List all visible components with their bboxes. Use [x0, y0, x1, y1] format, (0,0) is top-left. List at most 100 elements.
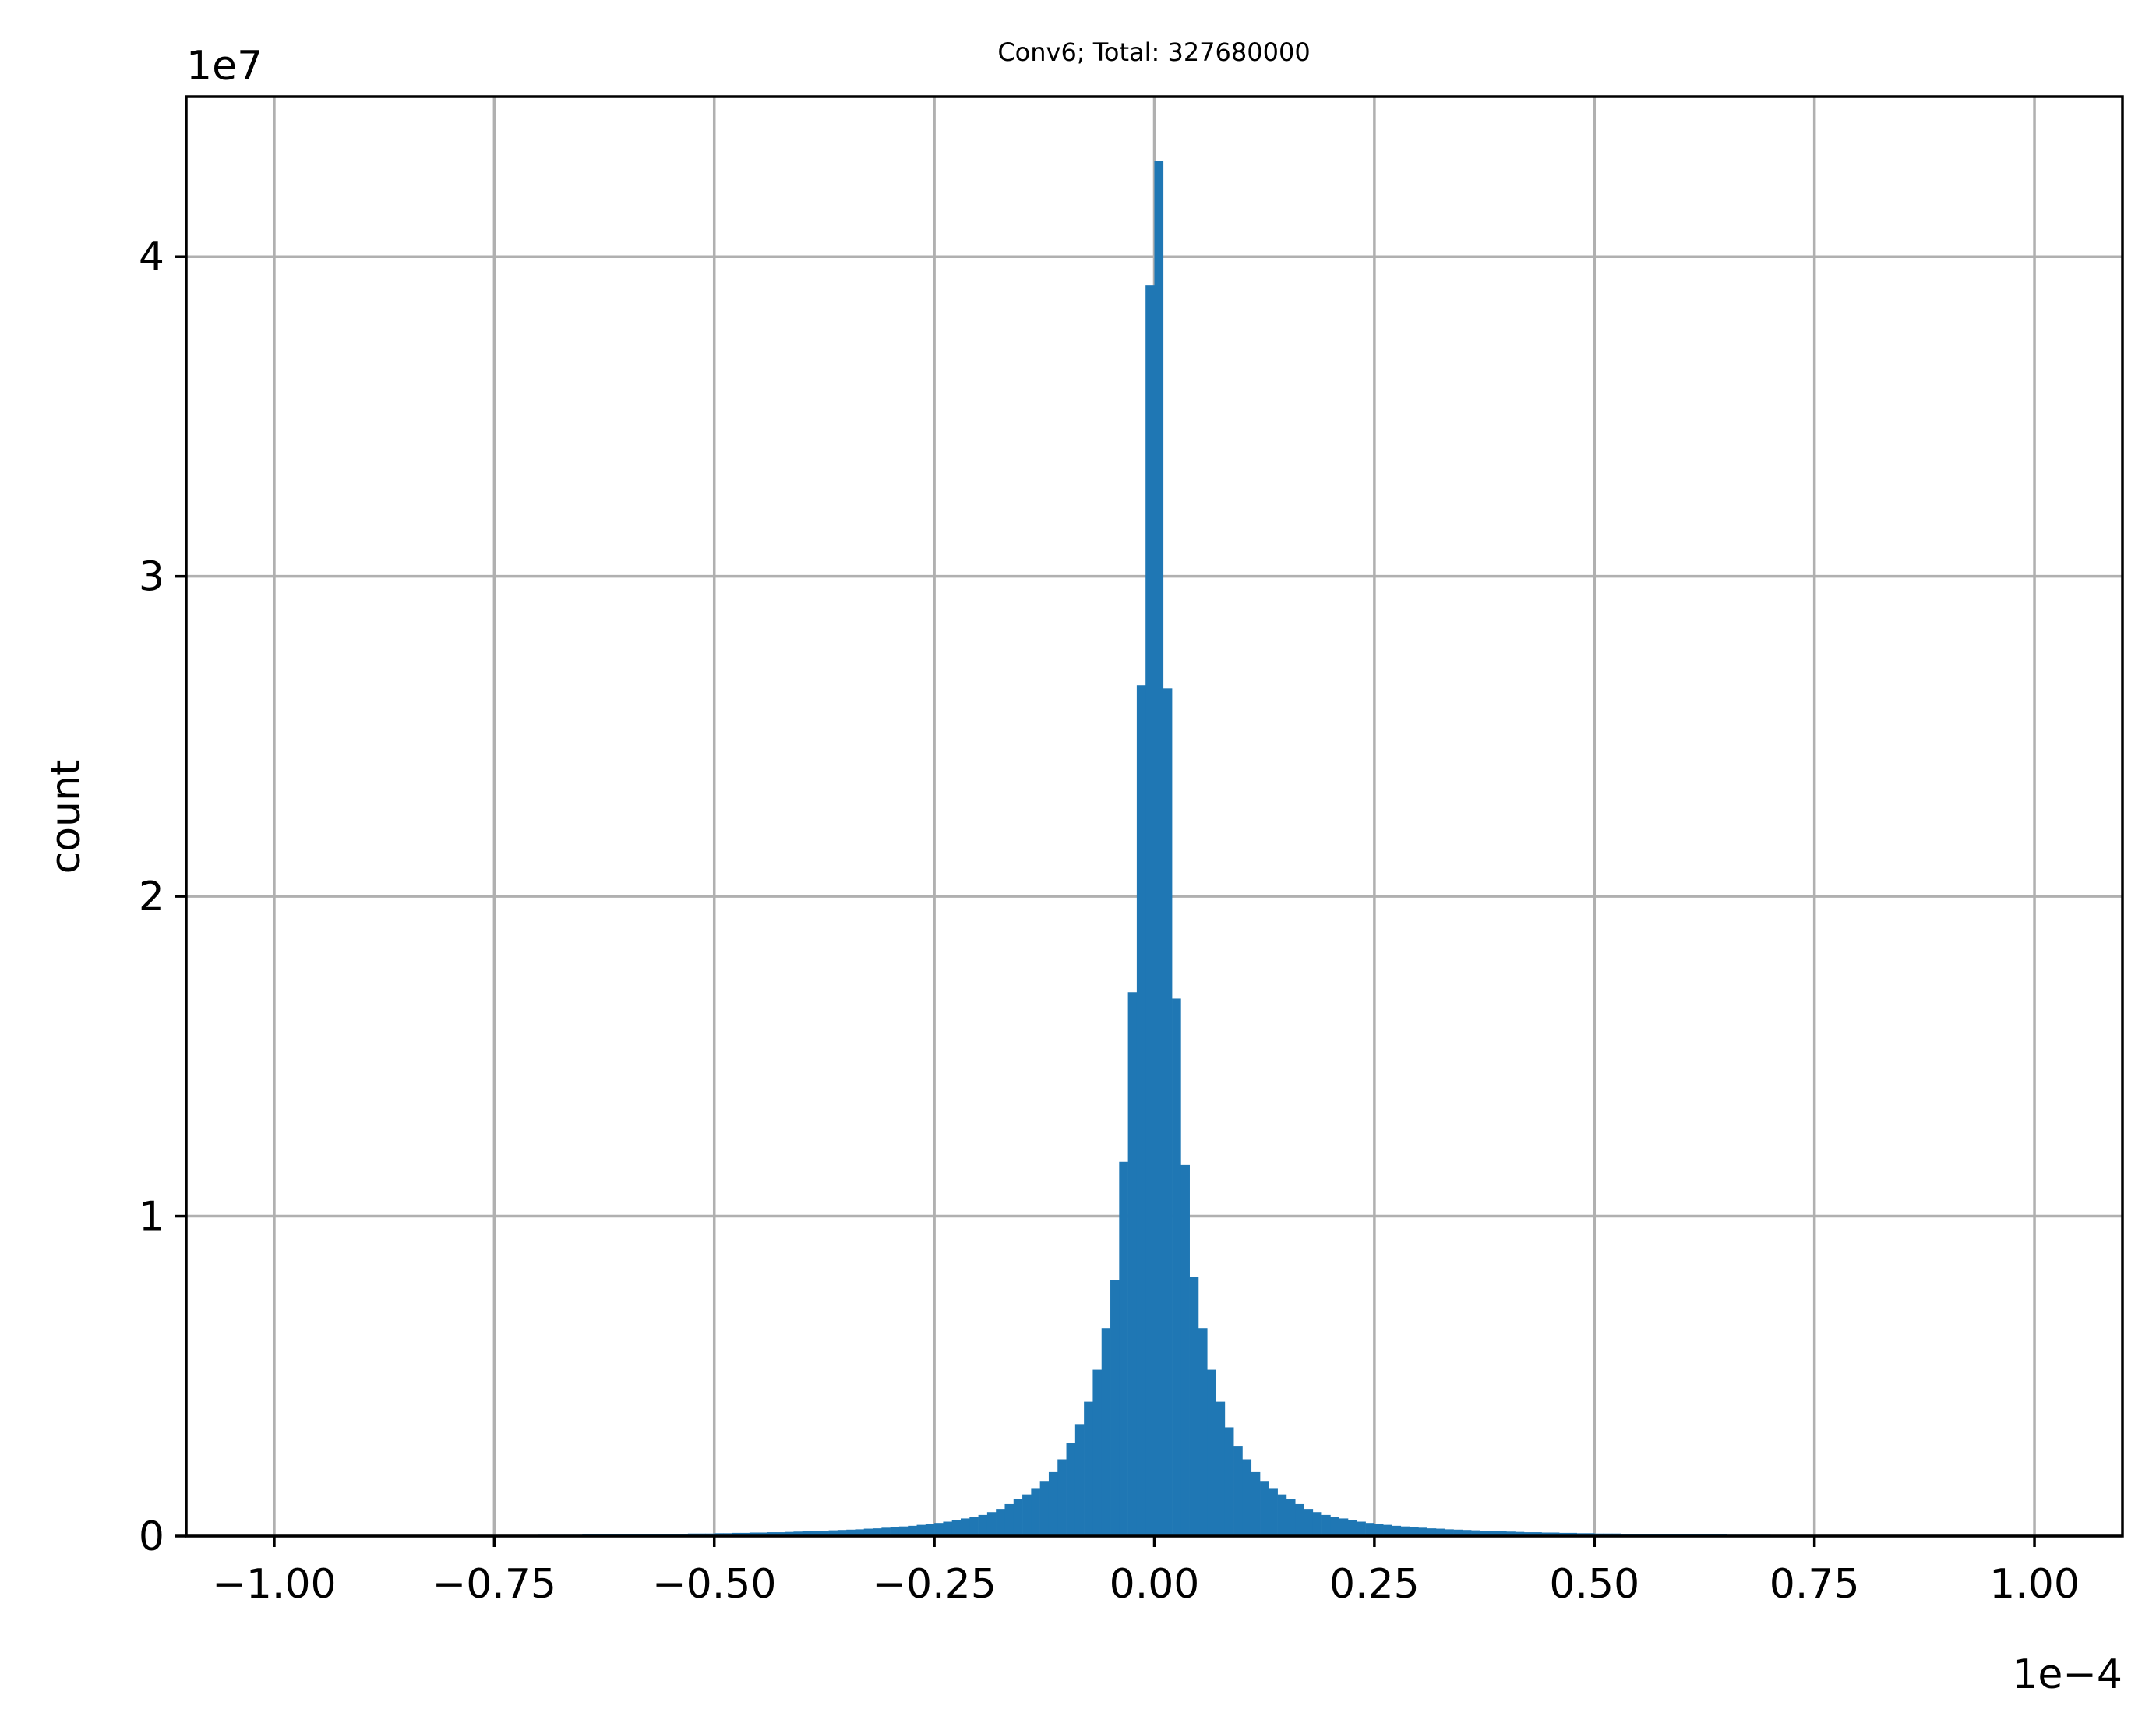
histogram-bar: [1277, 1494, 1287, 1536]
histogram-bar: [1568, 1532, 1577, 1536]
histogram-bar: [1154, 161, 1164, 1537]
histogram-bar: [785, 1531, 794, 1536]
x-tick-label: 0.25: [1329, 1561, 1420, 1608]
histogram-bar: [1119, 1161, 1128, 1536]
histogram-bar: [1004, 1503, 1014, 1536]
histogram-bar: [1321, 1514, 1331, 1536]
histogram-bar: [1559, 1532, 1568, 1536]
histogram-bar: [1127, 992, 1138, 1536]
x-tick-label: 0.50: [1549, 1561, 1639, 1608]
histogram-bar: [916, 1524, 926, 1536]
histogram-bar: [1533, 1532, 1542, 1536]
histogram-bar: [1435, 1528, 1445, 1536]
histogram-bar: [846, 1529, 856, 1536]
histogram-bar: [1541, 1532, 1551, 1536]
y-offset-label: 1e7: [186, 43, 263, 90]
histogram-bar: [1136, 685, 1146, 1536]
histogram-bar: [1207, 1369, 1216, 1536]
histogram-bar: [1092, 1369, 1103, 1536]
histogram-bar: [1039, 1481, 1050, 1536]
chart-title: Conv6; Total: 327680000: [997, 37, 1310, 67]
x-tick-label: −0.75: [432, 1561, 556, 1608]
histogram-bar: [1057, 1459, 1067, 1536]
histogram-bar: [1383, 1524, 1392, 1536]
histogram-bar: [828, 1530, 838, 1536]
histogram-bar: [1374, 1524, 1384, 1536]
histogram-bar: [1453, 1529, 1463, 1536]
histogram-bar: [740, 1532, 750, 1536]
histogram-bar: [1198, 1328, 1208, 1536]
histogram-bar: [1295, 1503, 1304, 1536]
histogram-bar: [1427, 1528, 1437, 1536]
histogram-bar: [723, 1533, 732, 1536]
histogram-bar: [793, 1531, 803, 1536]
histogram-bar: [1233, 1446, 1243, 1536]
histogram-bar: [1312, 1512, 1322, 1536]
histogram-bar: [1410, 1527, 1419, 1536]
x-tick-label: 1.00: [1989, 1561, 2080, 1608]
y-tick-label: 4: [139, 234, 164, 281]
histogram-bar: [1048, 1471, 1058, 1536]
histogram-bar: [934, 1523, 944, 1536]
histogram-bar: [1172, 998, 1181, 1536]
histogram-bar: [1216, 1401, 1226, 1536]
histogram-bar: [1462, 1530, 1472, 1536]
histogram-bar: [863, 1528, 873, 1536]
x-tick-label: −0.25: [872, 1561, 996, 1608]
histogram-bar: [1251, 1471, 1261, 1536]
histogram-bar: [767, 1532, 777, 1536]
x-offset-label: 1e−4: [2012, 1651, 2122, 1698]
x-tick-label: 0.00: [1110, 1561, 1200, 1608]
histogram-bar: [714, 1533, 724, 1536]
histogram-bar: [996, 1509, 1005, 1536]
x-tick-label: −0.50: [652, 1561, 776, 1608]
histogram-bar: [1392, 1525, 1402, 1536]
histogram-bars: [273, 161, 2035, 1537]
histogram-bar: [1269, 1488, 1278, 1536]
axis-ticks: −1.00 −0.75 −0.50 −0.25 0.00 0.25 0.50 0.75 1.00…: [139, 234, 2080, 1608]
histogram-bar: [925, 1524, 935, 1536]
histogram-bar: [951, 1520, 962, 1536]
y-tick-label: 0: [139, 1513, 164, 1560]
y-axis-label: count: [43, 760, 90, 874]
histogram-bar: [1585, 1533, 1595, 1536]
histogram-bar: [1339, 1518, 1349, 1536]
x-tick-label: 0.75: [1770, 1561, 1860, 1608]
histogram-bar: [1506, 1531, 1516, 1536]
histogram-bar: [810, 1531, 820, 1536]
histogram-bar: [943, 1521, 953, 1536]
histogram-bar: [1418, 1527, 1427, 1536]
histogram-bar: [1031, 1488, 1040, 1536]
histogram-bar: [1286, 1499, 1296, 1536]
histogram-bar: [820, 1531, 829, 1536]
histogram-bar: [1550, 1532, 1560, 1536]
histogram-bar: [1145, 285, 1155, 1536]
histogram-bar: [775, 1532, 785, 1536]
histogram-bar: [969, 1517, 979, 1536]
x-tick-label: −1.00: [212, 1561, 336, 1608]
histogram-bar: [1523, 1532, 1533, 1536]
histogram-bar: [1480, 1531, 1490, 1536]
histogram-bar: [881, 1527, 891, 1536]
histogram-bar: [873, 1528, 882, 1536]
histogram-bar: [1445, 1529, 1454, 1536]
histogram-bar: [1242, 1459, 1252, 1536]
histogram-bar: [898, 1526, 909, 1536]
histogram-bar: [1101, 1328, 1111, 1536]
histogram-bar: [1330, 1517, 1340, 1536]
histogram-bar: [908, 1525, 917, 1536]
histogram-bar: [1224, 1427, 1234, 1536]
histogram-bar: [1488, 1531, 1498, 1536]
y-tick-label: 2: [139, 874, 164, 920]
histogram-bar: [978, 1514, 988, 1536]
y-tick-label: 3: [139, 554, 164, 601]
histogram-bar: [1365, 1523, 1375, 1536]
histogram-bar: [1304, 1509, 1314, 1536]
histogram-bar: [1357, 1521, 1366, 1536]
histogram-bar: [855, 1529, 865, 1536]
histogram-bar: [1066, 1443, 1076, 1536]
histogram-bar: [1260, 1481, 1269, 1536]
histogram-bar: [1110, 1280, 1120, 1536]
histogram-bar: [1515, 1531, 1525, 1536]
